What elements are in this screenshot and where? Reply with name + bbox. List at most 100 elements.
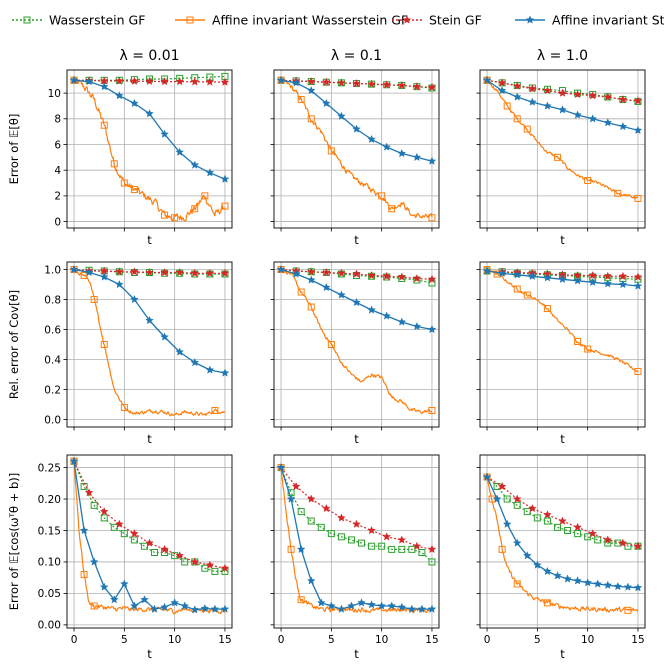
point-s-6: [367, 79, 376, 88]
series-line-as: [73, 79, 226, 180]
point-as-3: [322, 98, 331, 108]
series-aw: [483, 76, 642, 202]
axes-frame: [479, 261, 646, 428]
grid: [480, 455, 645, 628]
point-s-7: [382, 271, 391, 280]
series-line-aw: [73, 77, 226, 222]
series-line-w: [280, 467, 433, 563]
point-w-14: [418, 549, 426, 557]
point-w-7: [347, 536, 355, 544]
point-aw-1: [100, 121, 108, 129]
point-as-12: [190, 605, 200, 614]
point-s-10: [633, 541, 643, 550]
point-as-6: [573, 110, 582, 119]
axes-frame: [66, 454, 233, 629]
point-as-2: [99, 82, 109, 91]
point-s-8: [603, 271, 613, 280]
point-s-6: [367, 270, 376, 280]
series-line-as: [73, 461, 225, 611]
series-as: [69, 264, 230, 377]
point-w-3: [513, 501, 521, 509]
point-as-0: [276, 75, 286, 84]
x-axis-label: t: [560, 647, 565, 661]
point-s-3: [528, 84, 537, 93]
y-tick-label-5: 10: [48, 88, 61, 100]
series-line-s: [486, 476, 639, 547]
series-s: [276, 463, 437, 554]
point-w-11: [181, 558, 189, 566]
series-w: [483, 473, 642, 550]
panel-r1-c0: 0.0 0.2 0.4 0.6 0.8 1.0 t Rel. error of Cov[θ]: [7, 261, 233, 446]
point-s-9: [205, 268, 215, 277]
point-s-4: [337, 513, 346, 522]
point-as-9: [573, 576, 582, 585]
point-s-3: [322, 503, 331, 513]
point-as-11: [180, 601, 189, 610]
point-w-2: [90, 501, 98, 509]
point-as-7: [588, 277, 597, 286]
point-as-5: [352, 298, 361, 307]
point-as-13: [200, 603, 210, 613]
point-w-3: [100, 514, 108, 522]
y-tick-label-1: 0.2: [44, 384, 61, 396]
series-as: [69, 456, 230, 614]
point-w-11: [388, 545, 396, 553]
point-as-1: [286, 494, 296, 503]
point-as-9: [618, 279, 628, 289]
point-as-9: [160, 602, 169, 611]
point-as-5: [327, 601, 336, 610]
point-w-3: [307, 517, 315, 525]
legend-label-aw: Affine invariant Wasserstein GF: [212, 13, 408, 28]
point-as-9: [618, 121, 628, 131]
point-as-6: [160, 129, 169, 138]
series-s: [69, 264, 230, 277]
point-aw-6: [171, 214, 179, 222]
series-group: [482, 472, 643, 614]
series-aw: [70, 76, 229, 222]
x-axis-label: t: [560, 432, 565, 446]
point-s-4: [543, 510, 552, 519]
point-w-9: [574, 530, 582, 538]
point-s-5: [352, 519, 361, 528]
point-s-7: [588, 91, 598, 100]
point-s-8: [397, 80, 407, 90]
point-s-4: [130, 529, 139, 538]
point-s-8: [603, 535, 613, 544]
point-as-5: [145, 316, 154, 325]
point-as-8: [603, 118, 613, 127]
point-as-0: [482, 75, 492, 84]
point-aw-8: [201, 192, 209, 200]
point-w-7: [553, 523, 561, 531]
point-as-0: [69, 75, 79, 84]
series-group: [482, 266, 643, 375]
point-as-8: [603, 279, 613, 288]
point-aw-3: [523, 291, 531, 299]
point-as-10: [427, 156, 437, 165]
y-axis-label-row-1: Rel. error of Cov[θ]: [7, 290, 21, 399]
point-as-2: [512, 270, 522, 279]
point-as-8: [150, 604, 159, 613]
point-as-3: [322, 282, 331, 292]
point-as-11: [387, 601, 396, 610]
point-aw-3: [523, 125, 531, 133]
point-s-6: [367, 525, 376, 535]
point-w-4: [110, 523, 118, 531]
point-s-2: [512, 81, 522, 90]
legend-item-aw: Affine invariant Wasserstein GF: [175, 13, 408, 28]
point-aw-3: [120, 179, 128, 187]
point-as-7: [553, 571, 562, 580]
point-as-6: [367, 305, 376, 314]
column-title-0: λ = 0.01: [119, 48, 179, 64]
panel-r0-c2: λ = 1.0 t: [476, 48, 646, 247]
point-s-8: [190, 268, 200, 277]
point-s-1: [497, 78, 507, 87]
point-as-5: [558, 105, 567, 114]
point-as-10: [377, 601, 386, 610]
point-w-15: [428, 558, 436, 566]
point-aw-4: [120, 404, 128, 411]
point-as-8: [190, 160, 200, 169]
series-line-w: [73, 461, 225, 573]
x-tick-label-3: 15: [218, 634, 231, 646]
series-line-aw: [73, 268, 226, 417]
point-aw-2: [110, 160, 118, 168]
